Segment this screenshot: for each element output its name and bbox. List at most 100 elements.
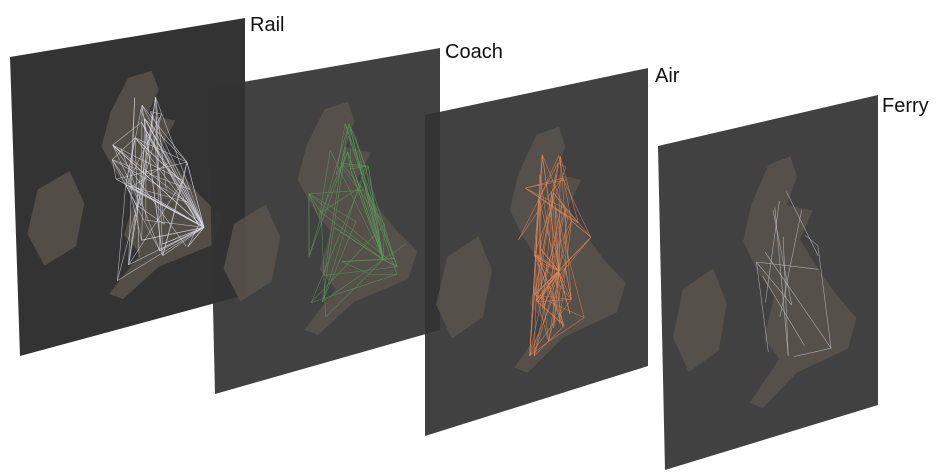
network-link [537, 254, 559, 272]
map-layer [658, 95, 878, 470]
network-link [120, 147, 161, 252]
network-link [140, 97, 156, 206]
network-link [542, 270, 560, 310]
network-link [537, 254, 564, 327]
network-link [324, 165, 342, 276]
network-link [537, 237, 592, 302]
network-link [141, 105, 205, 228]
network-link [320, 151, 348, 213]
network-link [134, 137, 188, 163]
network-link [310, 224, 385, 303]
network-link [548, 317, 585, 342]
network-link [340, 165, 385, 225]
network-link [128, 180, 184, 265]
network-link [558, 237, 592, 272]
network-link [525, 187, 566, 210]
network-link [765, 200, 780, 303]
network-link [382, 224, 385, 260]
network-link [134, 137, 205, 228]
network-link [560, 156, 567, 180]
network-link [322, 188, 359, 302]
network-link [534, 220, 572, 296]
network-link [308, 193, 322, 213]
network-link [117, 114, 162, 281]
network-link [112, 159, 188, 203]
network-link [112, 122, 142, 146]
network-link [127, 114, 162, 183]
network-link [324, 266, 398, 276]
network-link [322, 259, 384, 302]
network-link [529, 341, 549, 357]
network-link [537, 154, 543, 302]
network-link [786, 191, 819, 257]
network-link [187, 227, 205, 247]
network-link [308, 193, 357, 222]
network-link [553, 192, 592, 238]
network-link [537, 270, 560, 302]
network-link [112, 144, 142, 207]
layer-label: Air [655, 65, 680, 87]
network-link [548, 268, 566, 342]
network-link [112, 159, 129, 183]
network-link [756, 261, 819, 270]
network-link [155, 97, 167, 190]
network-link [536, 162, 559, 301]
network-link [155, 97, 163, 245]
network-link [355, 137, 398, 267]
network-link [805, 235, 819, 246]
network-link [375, 220, 384, 260]
layer-label: Ferry [882, 95, 929, 117]
network-link [540, 262, 559, 272]
landmass [223, 204, 281, 302]
network-link [321, 188, 358, 213]
network-link [162, 180, 184, 256]
network-link [774, 207, 789, 356]
network-link [529, 294, 535, 356]
network-link [764, 252, 832, 349]
network-link [141, 122, 205, 228]
network-link [529, 199, 540, 356]
network-link [566, 179, 579, 223]
network-link [141, 118, 145, 241]
network-link [335, 123, 346, 175]
network-link [310, 166, 369, 303]
network-link [318, 150, 331, 219]
network-link [558, 220, 572, 272]
network-link [141, 105, 188, 163]
network-link [128, 227, 205, 266]
network-link [308, 151, 348, 257]
network-link [756, 261, 769, 353]
network-link [308, 123, 350, 257]
network-link [112, 144, 188, 203]
network-link [558, 203, 563, 272]
network-link [529, 268, 566, 357]
network-link [308, 193, 323, 226]
network-link [159, 247, 165, 252]
network-link [347, 136, 398, 275]
network-link [311, 274, 398, 303]
network-link [558, 271, 571, 314]
network-link [363, 190, 384, 260]
network-link [553, 271, 560, 329]
network-link [383, 258, 395, 260]
network-link [554, 208, 560, 272]
landmass [743, 156, 857, 409]
network-link [128, 97, 135, 265]
network-link [350, 168, 384, 260]
landmass [27, 171, 85, 266]
network-link [129, 161, 170, 189]
network-link [551, 178, 564, 192]
network-link [128, 133, 147, 265]
layer-label: Rail [250, 14, 284, 36]
panels [10, 18, 878, 470]
network-link [128, 97, 156, 265]
network-link [186, 162, 205, 228]
network-link [341, 162, 369, 167]
map-layer [10, 18, 245, 356]
network-link [162, 227, 205, 257]
network-link [162, 227, 205, 245]
network-link [155, 97, 205, 228]
network-link [529, 203, 563, 356]
network-link [762, 275, 805, 346]
